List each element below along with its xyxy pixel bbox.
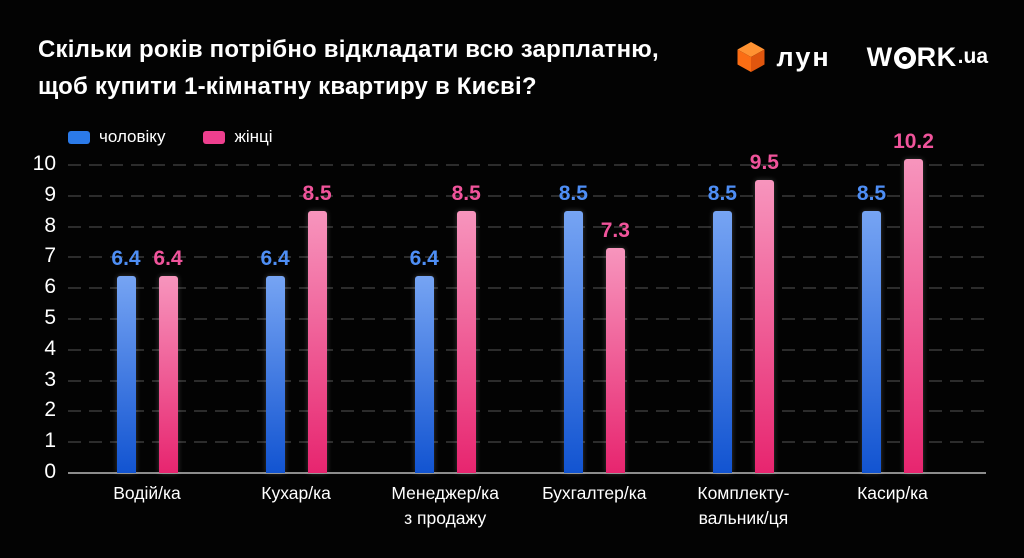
y-tick-label: 1 <box>44 429 56 453</box>
x-axis-line <box>68 472 986 474</box>
legend: чоловіку жінці <box>68 127 273 147</box>
legend-label: жінці <box>234 127 273 146</box>
x-category-label: Бухгалтер/ка <box>542 483 647 503</box>
bar-value-label: 10.2 <box>893 129 934 153</box>
x-category-label: Водій/ка <box>113 483 181 503</box>
y-tick-label: 8 <box>44 213 56 237</box>
bar-value-label: 6.4 <box>409 246 439 270</box>
bar-value-label: 8.5 <box>558 182 588 206</box>
legend-swatch-icon <box>203 130 226 144</box>
bar-male: 6.4 <box>410 247 439 473</box>
lun-logo: лун <box>736 40 831 74</box>
bar-male: 8.5 <box>708 182 737 473</box>
workua-logo-rk: RK <box>916 41 957 72</box>
bar-female: 9.5 <box>750 151 779 473</box>
bar-group: 6.4 8.5 <box>380 151 510 473</box>
workua-logo-w: W <box>866 41 893 72</box>
bar-male: 8.5 <box>857 182 886 473</box>
x-category-label: Комплекту- вальник/ця <box>697 483 790 529</box>
gridline <box>68 318 986 320</box>
gridline <box>68 379 986 382</box>
x-category-label: Менеджер/ка з продажу <box>391 483 499 529</box>
y-tick-label: 2 <box>44 398 56 422</box>
bar-female: 8.5 <box>302 182 332 473</box>
y-tick-label: 3 <box>44 367 56 391</box>
bar-group: 8.5 10.2 <box>828 130 958 473</box>
lun-cube-icon <box>737 42 765 72</box>
workua-logo: W RK .ua <box>867 42 988 73</box>
bar-female: 10.2 <box>893 130 934 473</box>
bar-value-label: 6.4 <box>260 246 290 270</box>
bar-group: 6.4 8.5 <box>231 151 361 473</box>
bar-female: 7.3 <box>601 219 630 473</box>
bar-male: 8.5 <box>559 182 588 473</box>
legend-item-male: чоловіку <box>68 127 165 147</box>
y-tick-label: 7 <box>44 244 56 268</box>
bar-value-label: 8.5 <box>451 182 481 206</box>
bar-female: 6.4 <box>153 247 183 473</box>
bar-value-label: 9.5 <box>749 151 779 175</box>
brand-logos: лун W RK .ua <box>736 40 988 74</box>
bar-group: 8.5 9.5 <box>678 151 808 473</box>
y-tick-label: 10 <box>32 152 56 175</box>
bar-group: 8.5 7.3 <box>529 151 659 473</box>
gridline <box>68 164 986 166</box>
gridline <box>68 410 986 413</box>
legend-item-female: жінці <box>203 127 273 147</box>
y-tick-label: 0 <box>44 460 56 483</box>
bar-value-label: 8.5 <box>856 182 887 206</box>
title-line-1: Скільки років потрібно відкладати всю за… <box>38 36 659 63</box>
bar-group: 6.4 6.4 <box>82 151 212 473</box>
y-tick-label: 9 <box>44 182 56 206</box>
bar-value-label: 6.4 <box>153 246 183 270</box>
legend-label: чоловіку <box>99 127 166 146</box>
gridline <box>68 194 986 197</box>
workua-logo-o-icon <box>893 47 916 69</box>
bar-female: 8.5 <box>452 182 481 473</box>
x-category-label: Касир/ка <box>857 483 928 503</box>
title-line-2: щоб купити 1-кімнатну квартиру в Києві? <box>38 73 537 100</box>
y-tick-label: 4 <box>44 336 56 360</box>
gridline <box>68 287 986 290</box>
y-tick-label: 6 <box>44 275 56 299</box>
legend-swatch-icon <box>68 130 90 144</box>
gridline <box>68 441 986 444</box>
gridline <box>68 348 986 351</box>
gridline <box>68 225 986 228</box>
bar-male: 6.4 <box>111 247 141 473</box>
y-tick-label: 5 <box>44 306 56 329</box>
workua-logo-suffix: .ua <box>957 45 988 68</box>
bar-male: 6.4 <box>260 247 290 473</box>
gridline <box>68 256 986 259</box>
bar-value-label: 8.5 <box>302 182 332 206</box>
bar-value-label: 6.4 <box>111 246 141 270</box>
x-category-label: Кухар/ка <box>261 483 331 503</box>
bar-value-label: 7.3 <box>600 219 630 243</box>
bar-value-label: 8.5 <box>707 182 737 206</box>
page-title: Скільки років потрібно відкладати всю за… <box>38 31 659 105</box>
lun-logo-text: лун <box>776 41 831 72</box>
